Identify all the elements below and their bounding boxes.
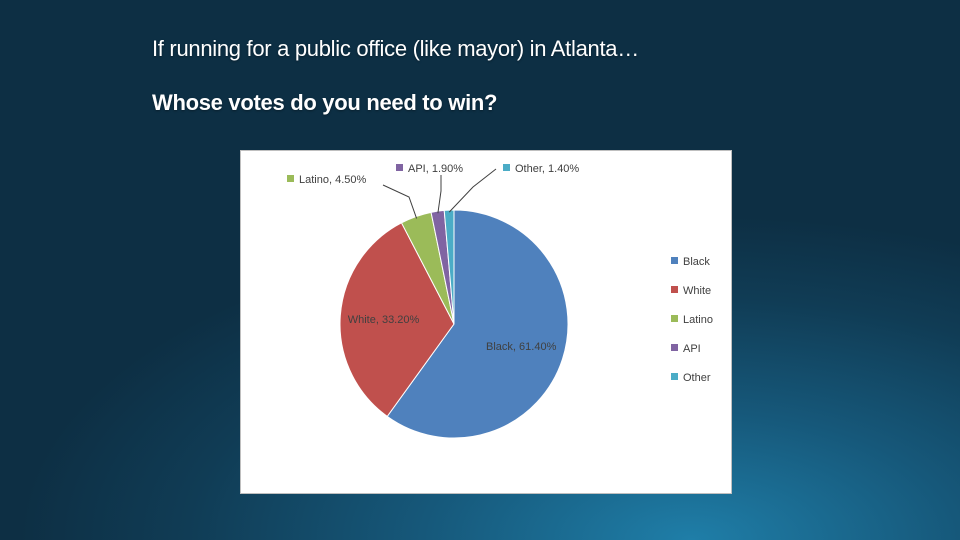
- leader-line-latino: [382, 184, 418, 219]
- leader-line-other: [448, 168, 497, 213]
- slide-title: If running for a public office (like may…: [152, 36, 639, 61]
- legend-swatch-latino: [671, 315, 678, 322]
- pie-slice-black: [386, 209, 569, 439]
- leader-lines: [382, 168, 497, 219]
- pie-chart: Black, 61.40% White, 33.20% Latino, 4.50% A…: [287, 163, 713, 439]
- data-label-latino: Latino, 4.50%: [299, 174, 366, 186]
- legend-swatch-other: [671, 373, 678, 380]
- leader-line-api: [437, 175, 442, 214]
- legend-entry-api: API: [683, 343, 701, 355]
- legend-entry-other: Other: [683, 372, 711, 384]
- data-label-swatch-latino: [287, 175, 294, 182]
- data-label-swatch-api: [396, 164, 403, 171]
- data-labels: Black, 61.40% White, 33.20% Latino, 4.50% A…: [287, 163, 579, 353]
- legend-swatch-black: [671, 257, 678, 264]
- legend-entry-white: White: [683, 285, 711, 297]
- pie-slice-white: [339, 222, 455, 418]
- legend: Black White Latino API Other: [671, 256, 713, 384]
- data-label-white: White, 33.20%: [348, 314, 420, 326]
- data-label-other: Other, 1.40%: [515, 163, 579, 175]
- slide-subtitle: Whose votes do you need to win?: [152, 90, 498, 115]
- data-label-swatch-other: [503, 164, 510, 171]
- legend-swatch-api: [671, 344, 678, 351]
- pie-slice-other: [443, 209, 455, 325]
- chart-panel: Black, 61.40% White, 33.20% Latino, 4.50% A…: [240, 150, 732, 494]
- legend-entry-latino: Latino: [683, 314, 713, 326]
- data-label-api: API, 1.90%: [408, 163, 463, 175]
- pie-slices: [339, 209, 569, 439]
- legend-entry-black: Black: [683, 256, 710, 268]
- data-label-black: Black, 61.40%: [486, 341, 557, 353]
- legend-swatch-white: [671, 286, 678, 293]
